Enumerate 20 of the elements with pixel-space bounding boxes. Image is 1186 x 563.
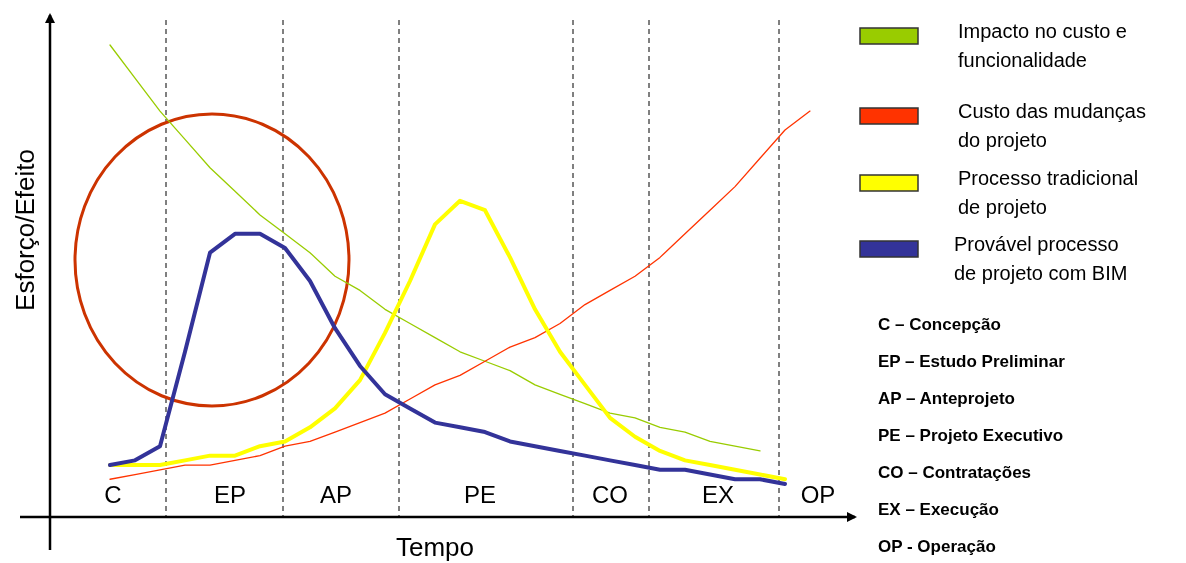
y-axis-title: Esforço/Efeito — [10, 149, 40, 311]
text: OP - Operação — [878, 537, 996, 557]
text: PE – Projeto Executivo — [878, 426, 1064, 446]
legend-label: Provável processo de projeto com BIM — [954, 233, 1128, 285]
annotation: AP — [319, 481, 353, 509]
legend-label: Impacto no custo e funcionalidade — [958, 20, 1127, 72]
text: CO – Contratações — [878, 463, 1032, 483]
annotation: PE — [463, 481, 497, 509]
text: AP – Anteprojeto — [878, 389, 1015, 409]
annotation: C — [104, 481, 122, 509]
legend-label: Custo das mudanças do projeto — [958, 100, 1146, 152]
legend-label: Processo tradicional de projeto — [958, 167, 1139, 219]
annotation: EX — [701, 481, 735, 509]
text: C – Concepção — [878, 315, 1001, 335]
annotation: OP — [800, 481, 836, 509]
text: EX – Execução — [878, 500, 999, 520]
x-axis-title: Tempo — [395, 532, 475, 562]
text: EP – Estudo Preliminar — [878, 352, 1066, 372]
annotation: CO — [592, 481, 628, 509]
annotation: EP — [213, 481, 247, 509]
